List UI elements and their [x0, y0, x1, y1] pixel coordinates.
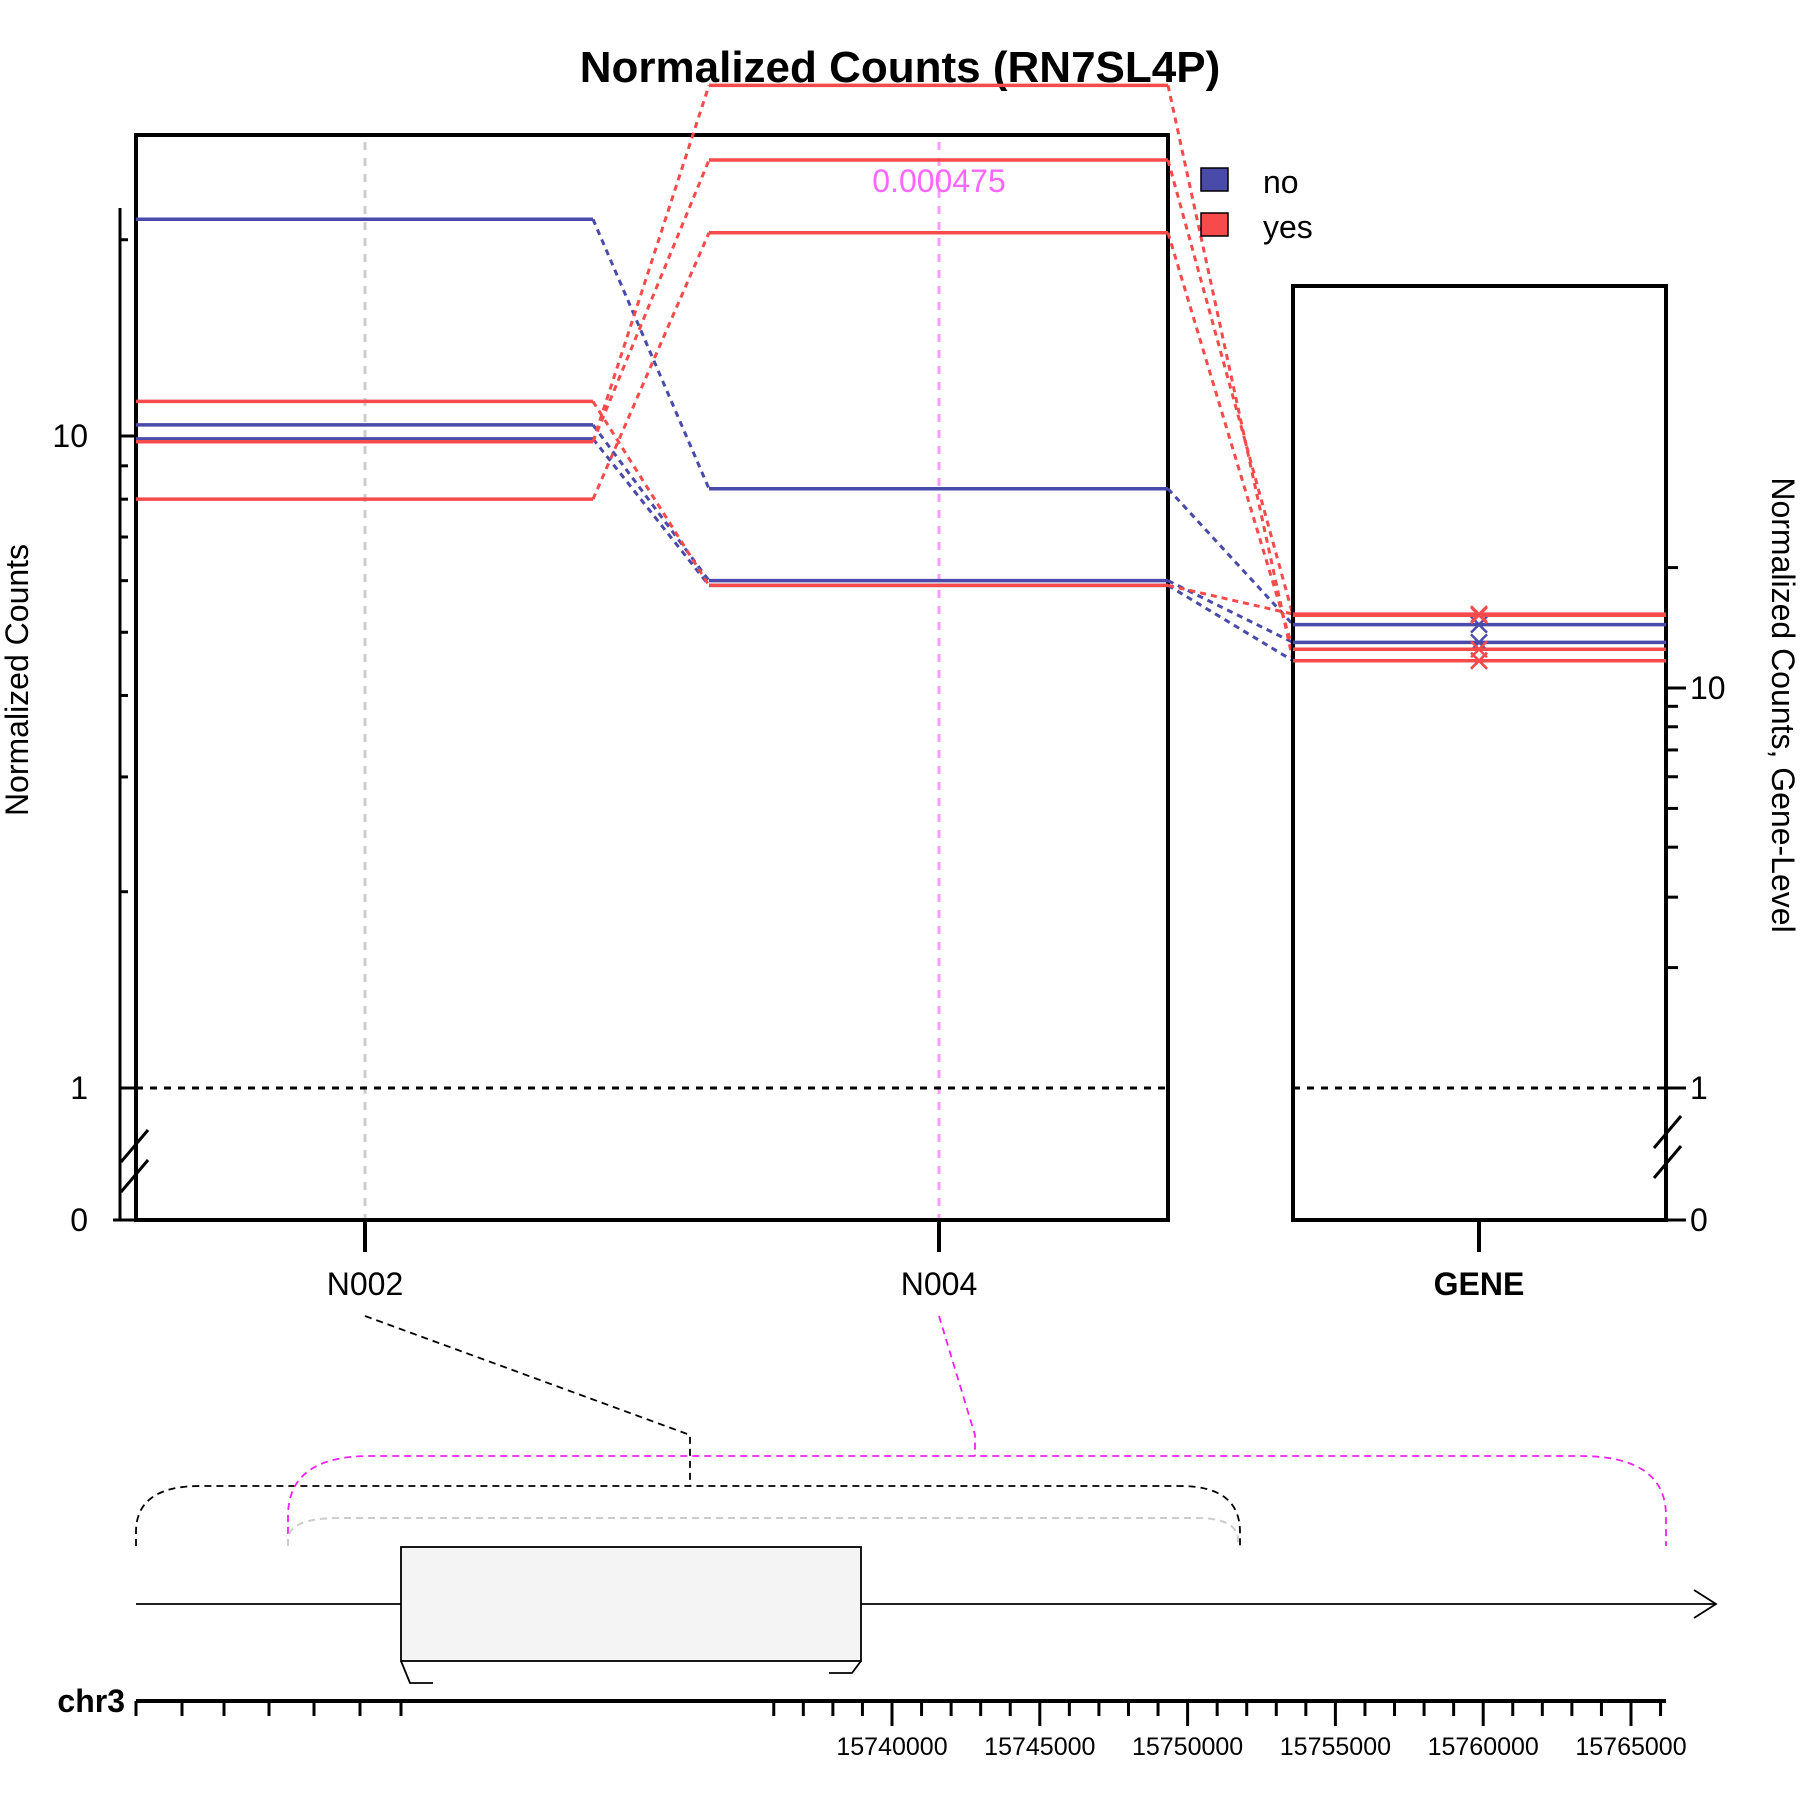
- series-gene-connector: [1166, 159, 1295, 616]
- right-axis-break-1: [1652, 1115, 1683, 1149]
- right-y-axis-title: Normalized Counts, Gene-Level: [1765, 477, 1800, 932]
- bracket-n004: [287, 1455, 1667, 1546]
- chromosome-label: chr3: [57, 1683, 125, 1719]
- connector-n004: [938, 1315, 976, 1456]
- legend-label-yes: yes: [1263, 209, 1313, 245]
- series-connector: [591, 232, 711, 500]
- right-tick-label-10: 10: [1690, 670, 1726, 706]
- genome-track: chr3: [57, 1315, 1718, 1719]
- left-y-axis: 0 1 10: [52, 208, 150, 1238]
- legend-label-no: no: [1263, 164, 1299, 200]
- genome-tick-label: 15755000: [1280, 1733, 1391, 1761]
- bracket-gray: [287, 1517, 1239, 1546]
- genome-tick-label: 15760000: [1428, 1733, 1539, 1761]
- series-connector: [591, 400, 711, 587]
- right-y-axis-ticks: [1666, 566, 1686, 1222]
- right-axis-break-2: [1652, 1145, 1683, 1179]
- genome-axis-labels: 15740000 15745000 15750000 15755000 1576…: [836, 1733, 1686, 1761]
- x-tick-label-gene: GENE: [1434, 1266, 1525, 1302]
- bracket-n002: [135, 1485, 1241, 1546]
- series-gene-connector: [1167, 579, 1294, 644]
- gene-panel: GENE 0 1 10: [1291, 284, 1726, 1302]
- right-tick-label-0: 0: [1690, 1202, 1708, 1238]
- legend-swatch-no: [1200, 167, 1229, 192]
- exon-bracket-left: [400, 1660, 433, 1684]
- series-gene-connector: [1166, 232, 1295, 650]
- exon-bracket-right: [829, 1660, 862, 1674]
- genome-tick-label: 15765000: [1575, 1733, 1686, 1761]
- gene-panel-frame: [1291, 284, 1668, 1222]
- x-tick-label-n002: N002: [327, 1266, 404, 1302]
- x-axis: N002 N004: [113, 1218, 1168, 1302]
- series-connector: [591, 423, 711, 582]
- left-y-axis-title: Normalized Counts: [0, 544, 35, 816]
- series-gene-connector: [1167, 583, 1294, 616]
- legend: no yes: [1200, 164, 1313, 245]
- gene-level-mean-marker: [1470, 651, 1488, 670]
- left-tick-label-1: 1: [70, 1070, 88, 1106]
- exon-box: [400, 1546, 862, 1662]
- right-tick-label-1: 1: [1690, 1070, 1708, 1106]
- series-gene-connector: [1167, 584, 1294, 663]
- series-connector: [591, 437, 711, 587]
- pvalue-label: 0.000475: [872, 163, 1005, 199]
- genome-tick-label: 15745000: [984, 1733, 1095, 1761]
- left-tick-label-0: 0: [70, 1202, 88, 1238]
- legend-swatch-yes: [1200, 212, 1229, 237]
- gene-strand-arrow-icon: [1693, 1589, 1718, 1619]
- genome-axis-ticks: [134, 1701, 1663, 1726]
- gene-level-mean-marker: [1470, 606, 1488, 625]
- left-axis-break-1: [119, 1129, 150, 1163]
- x-tick-label-n004: N004: [901, 1266, 978, 1302]
- gene-series-lines: [1293, 605, 1666, 670]
- genome-tick-label: 15750000: [1132, 1733, 1243, 1761]
- series-connector: [591, 84, 711, 443]
- main-series-lines: [136, 83, 1295, 663]
- left-axis-break-2: [119, 1159, 150, 1193]
- connector-n002: [364, 1315, 691, 1486]
- series-connector: [591, 218, 711, 490]
- series-connector: [591, 159, 711, 443]
- left-tick-label-10: 10: [52, 418, 88, 454]
- series-gene-connector: [1166, 487, 1295, 626]
- genome-tick-label: 15740000: [836, 1733, 947, 1761]
